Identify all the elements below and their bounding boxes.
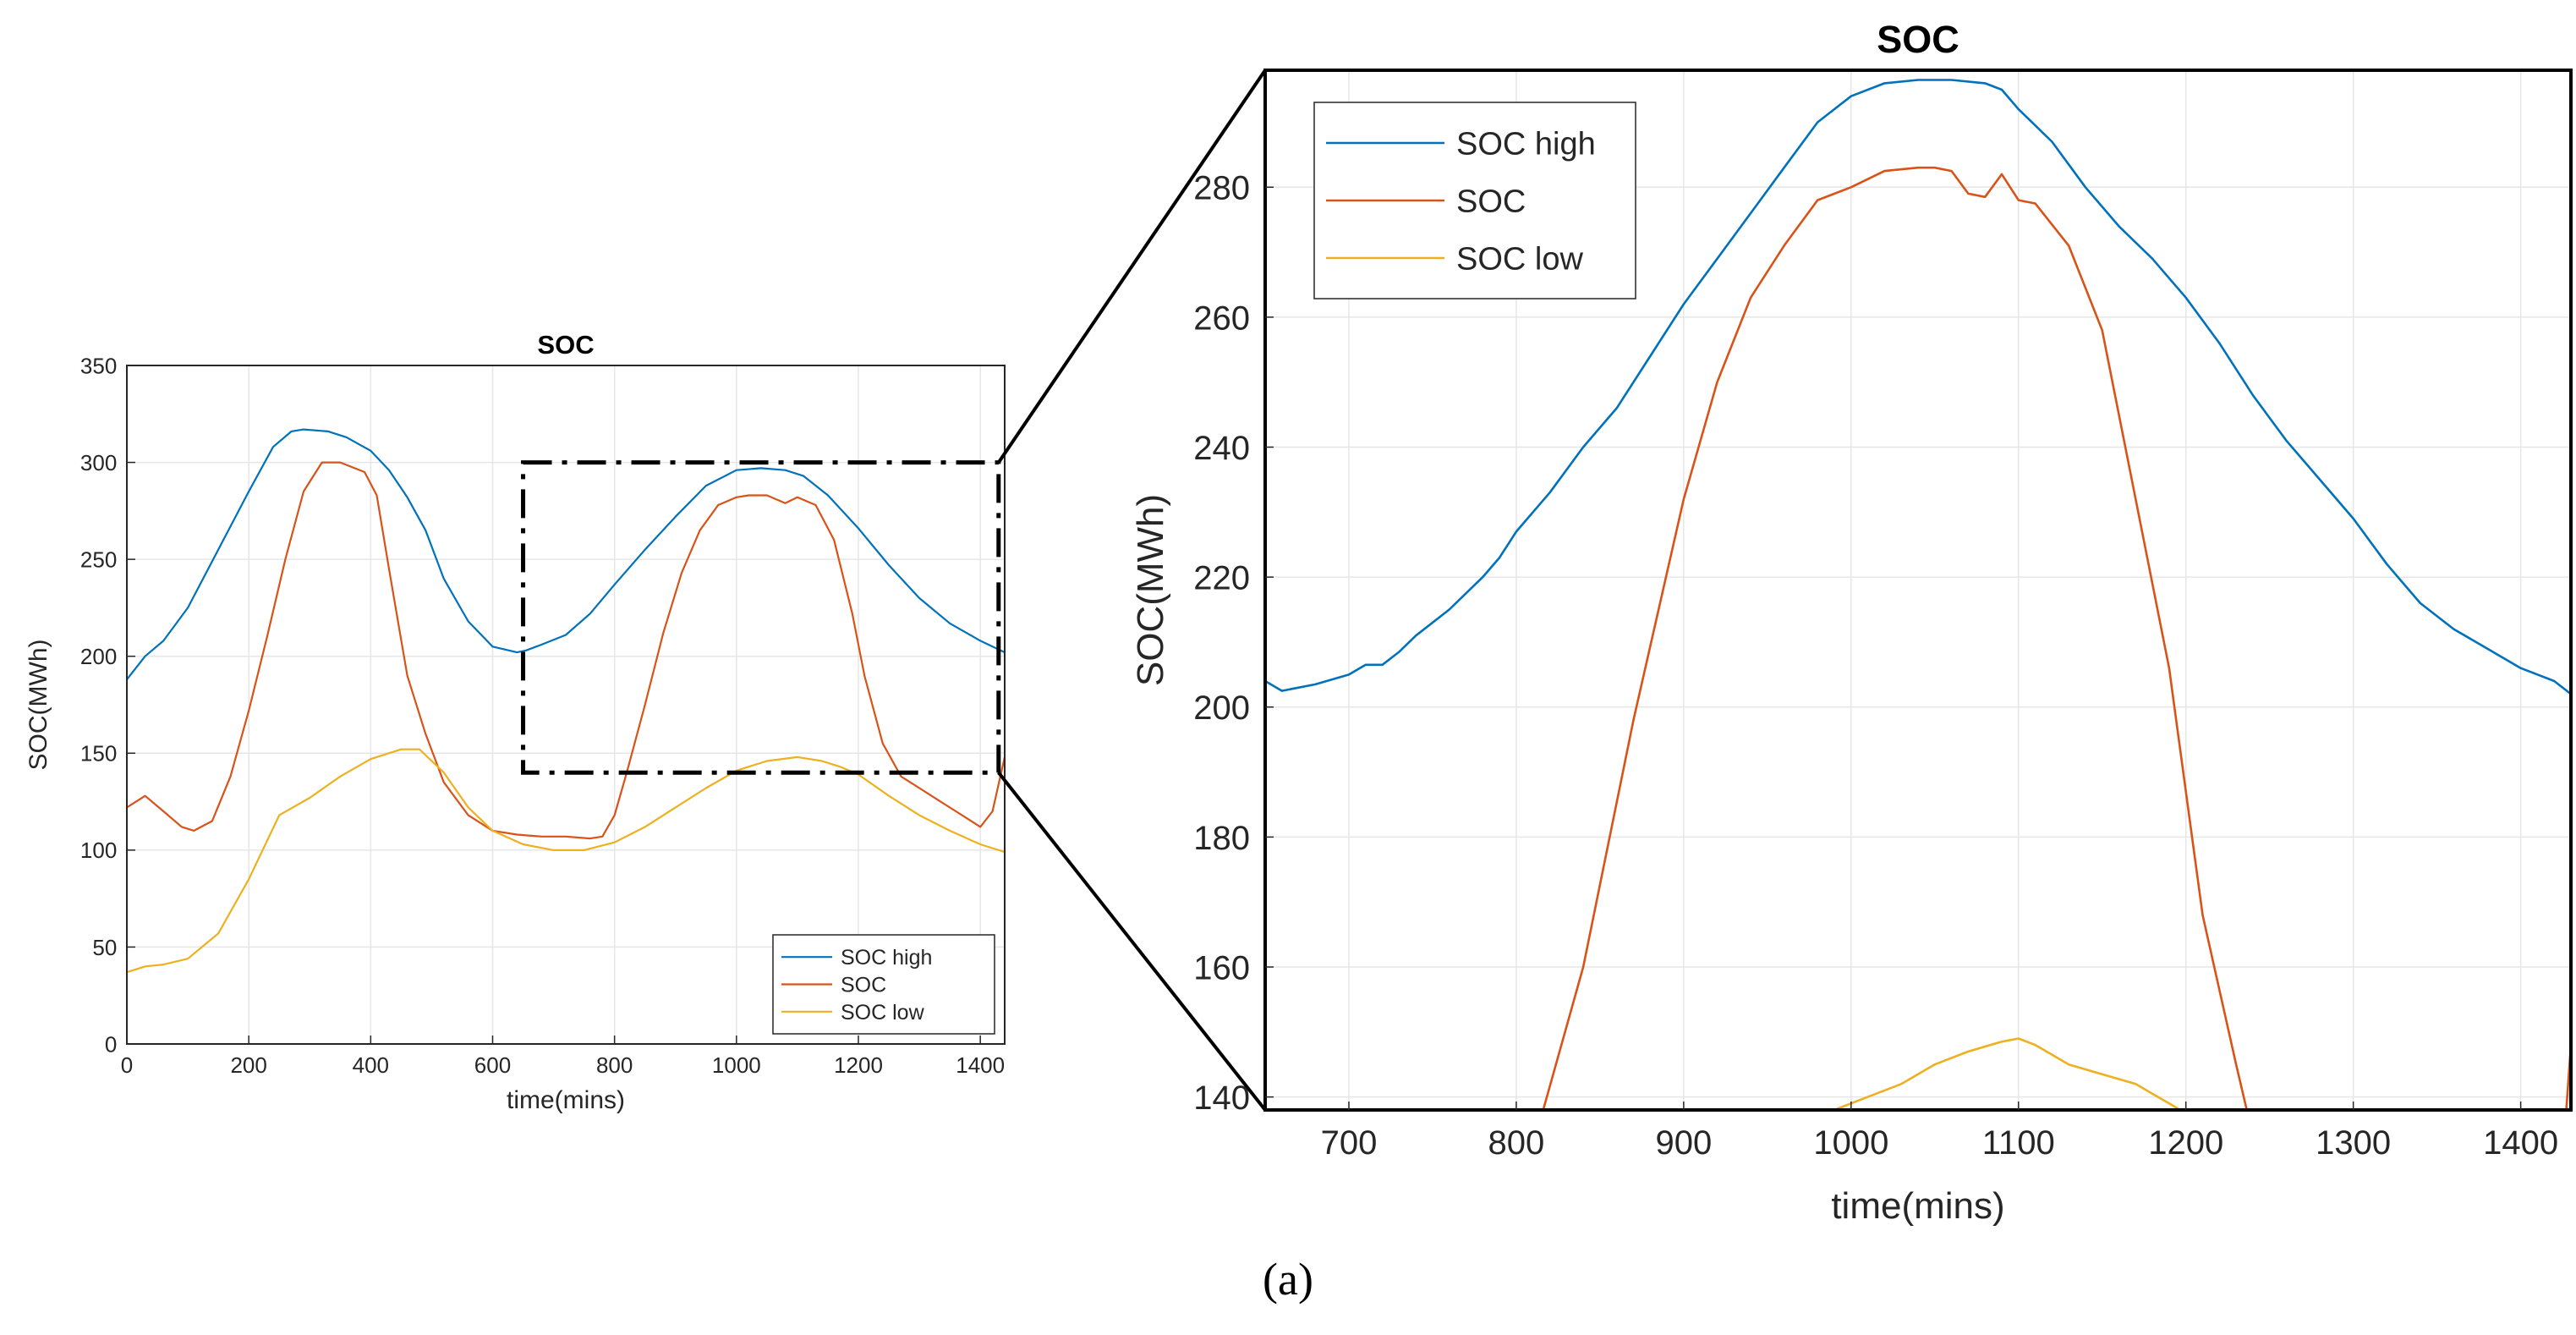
zoom-y-tick-label: 260: [1193, 299, 1250, 337]
zoom-x-tick-label: 1000: [1813, 1124, 1888, 1162]
zoom-x-tick-label: 900: [1655, 1124, 1712, 1162]
zoom-legend: SOC high SOC SOC low: [1313, 102, 1636, 299]
overview-series-soc-high: [127, 428, 1005, 680]
overview-y-axis-label: SOC(MWh): [25, 640, 52, 771]
overview-x-tick-label: 400: [353, 1052, 389, 1078]
overview-x-tick-label: 1400: [956, 1052, 1005, 1078]
overview-y-tick-label: 100: [80, 838, 117, 863]
overview-x-tick-label: 200: [230, 1052, 266, 1078]
zoom-chart: 700 800 900 1000 1100 1200 1300 1400 140 160 180 20…: [1130, 18, 2573, 1227]
zoom-series-soc-high: [1265, 79, 2571, 695]
zoom-connector-bottom: [997, 771, 1267, 1112]
zoom-y-tick-label: 200: [1193, 689, 1250, 727]
zoom-x-tick-label: 1300: [2316, 1124, 2391, 1162]
zoom-series-soc: [1542, 166, 2571, 1110]
overview-x-axis-label: time(mins): [507, 1086, 625, 1114]
zoom-connectors: [521, 69, 1267, 1112]
overview-y-tick-label: 50: [92, 935, 117, 960]
overview-legend-label-soc-high: SOC high: [841, 946, 932, 970]
overview-series-soc: [127, 461, 1005, 840]
zoom-legend-label-soc: SOC: [1456, 184, 1526, 220]
overview-y-tick-label: 300: [80, 450, 117, 475]
overview-axes-frame: [126, 365, 1006, 1045]
zoom-x-tick-label: 1100: [1982, 1124, 2055, 1162]
zoom-x-tick-label: 700: [1321, 1124, 1378, 1162]
overview-y-tick-label: 350: [80, 353, 117, 378]
zoom-y-tick-label: 240: [1193, 430, 1250, 467]
overview-legend-label-soc-low: SOC low: [841, 1001, 925, 1025]
zoom-axes-frame: [1263, 69, 2573, 1112]
overview-y-tick-label: 0: [105, 1031, 117, 1057]
overview-x-tick-label: 600: [474, 1052, 511, 1078]
zoom-legend-label-soc-low: SOC low: [1456, 242, 1583, 277]
zoom-x-axis-label: time(mins): [1831, 1185, 2004, 1227]
figure-caption: (a): [1263, 1254, 1313, 1305]
zoom-y-axis-label: SOC(MWh): [1130, 494, 1171, 686]
zoom-connector-top: [997, 69, 1267, 464]
zoom-series-soc-low: [1833, 1037, 2183, 1110]
overview-x-tick-label: 1200: [834, 1052, 883, 1078]
zoom-y-tick-label: 220: [1193, 560, 1250, 597]
zoom-x-tick-label: 800: [1488, 1124, 1545, 1162]
zoom-y-tick-label: 280: [1193, 170, 1250, 207]
zoom-region-rect: [521, 460, 1001, 775]
zoom-y-tick-label: 160: [1193, 949, 1250, 986]
zoom-grid: [1265, 70, 2571, 1110]
zoom-y-tick-label: 180: [1193, 820, 1250, 857]
zoom-x-tick-label: 1400: [2483, 1124, 2558, 1162]
overview-legend-label-soc: SOC: [841, 974, 886, 997]
overview-title: SOC: [537, 330, 594, 360]
overview-chart: 0 200 400 600 800 1000 1200 1400 0 50 100 150 200 250…: [25, 330, 1006, 1114]
overview-y-tick-label: 150: [80, 741, 117, 766]
overview-legend: SOC high SOC SOC low: [772, 934, 995, 1035]
zoom-y-tick-label: 140: [1193, 1080, 1250, 1117]
zoom-title: SOC: [1877, 18, 1959, 61]
overview-x-tick-label: 800: [596, 1052, 633, 1078]
overview-y-tick-label: 250: [80, 547, 117, 573]
overview-x-tick-label: 0: [121, 1052, 133, 1078]
zoom-legend-label-soc-high: SOC high: [1456, 127, 1596, 162]
overview-x-tick-label: 1000: [712, 1052, 761, 1078]
overview-y-tick-label: 200: [80, 644, 117, 669]
zoom-x-tick-label: 1200: [2148, 1124, 2223, 1162]
